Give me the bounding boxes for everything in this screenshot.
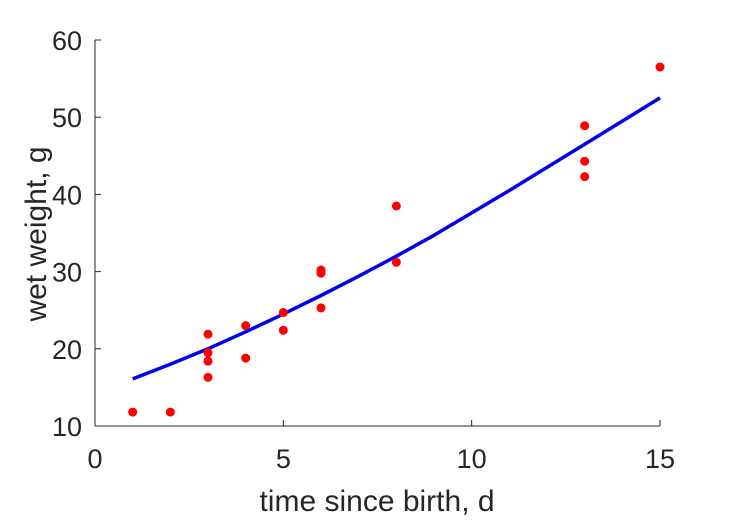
- data-point: [203, 356, 213, 366]
- x-tick-label: 5: [276, 444, 291, 474]
- data-point: [580, 172, 590, 182]
- y-tick-label: 10: [52, 412, 82, 442]
- data-point: [203, 329, 213, 339]
- y-tick-label: 60: [52, 26, 82, 56]
- tick-labels: 0 5 10 15 10 20 30 40 50 60: [52, 26, 675, 474]
- y-tick-label: 50: [52, 103, 82, 133]
- x-axis-label: time since birth, d: [259, 485, 494, 518]
- data-point: [316, 268, 326, 278]
- data-point: [241, 353, 251, 363]
- y-tick-label: 20: [52, 335, 82, 365]
- data-point: [128, 407, 138, 417]
- data-point: [655, 62, 665, 72]
- y-axis-label: wet weight, g: [20, 146, 53, 322]
- fit-line: [132, 96, 661, 381]
- data-point: [203, 348, 213, 358]
- y-tick-label: 40: [52, 180, 82, 210]
- data-point: [391, 257, 401, 267]
- fit-line-series: [132, 96, 661, 381]
- y-tick-label: 30: [52, 258, 82, 288]
- axes: [94, 39, 661, 427]
- data-point: [278, 308, 288, 318]
- x-tick-label: 0: [87, 444, 102, 474]
- data-point: [580, 156, 590, 166]
- data-point: [391, 201, 401, 211]
- data-point: [278, 325, 288, 335]
- data-points: [128, 62, 665, 417]
- x-tick-label: 15: [645, 444, 675, 474]
- data-point: [316, 303, 326, 313]
- data-point: [241, 321, 251, 331]
- data-point: [580, 121, 590, 131]
- x-tick-label: 10: [457, 444, 487, 474]
- data-point: [203, 372, 213, 382]
- data-point: [165, 407, 175, 417]
